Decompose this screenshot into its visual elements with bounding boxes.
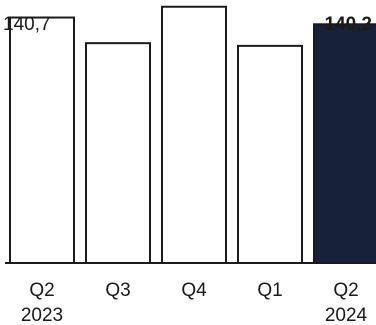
bar-1	[85, 42, 151, 264]
data-label-0: 140,7	[3, 14, 51, 35]
bar-0	[9, 16, 75, 264]
x-tick-label-2: Q4	[181, 280, 207, 301]
x-tick-year-0: 2023	[21, 305, 63, 325]
bar-2	[161, 5, 227, 264]
x-tick-label-0: Q2	[29, 280, 54, 301]
bar-3	[237, 44, 303, 264]
x-tick-year-4: 2024	[325, 305, 368, 325]
bars-group	[9, 5, 376, 265]
x-tick-label-4: Q2	[333, 280, 358, 301]
data-label-4: 140,2	[324, 14, 372, 35]
labels-group: 140,7 Q2 2023 Q3 Q4 Q1 140,2 Q2 2024	[3, 14, 372, 325]
bar-4	[313, 23, 376, 265]
x-tick-label-1: Q3	[105, 280, 130, 301]
x-tick-label-3: Q1	[257, 280, 282, 301]
